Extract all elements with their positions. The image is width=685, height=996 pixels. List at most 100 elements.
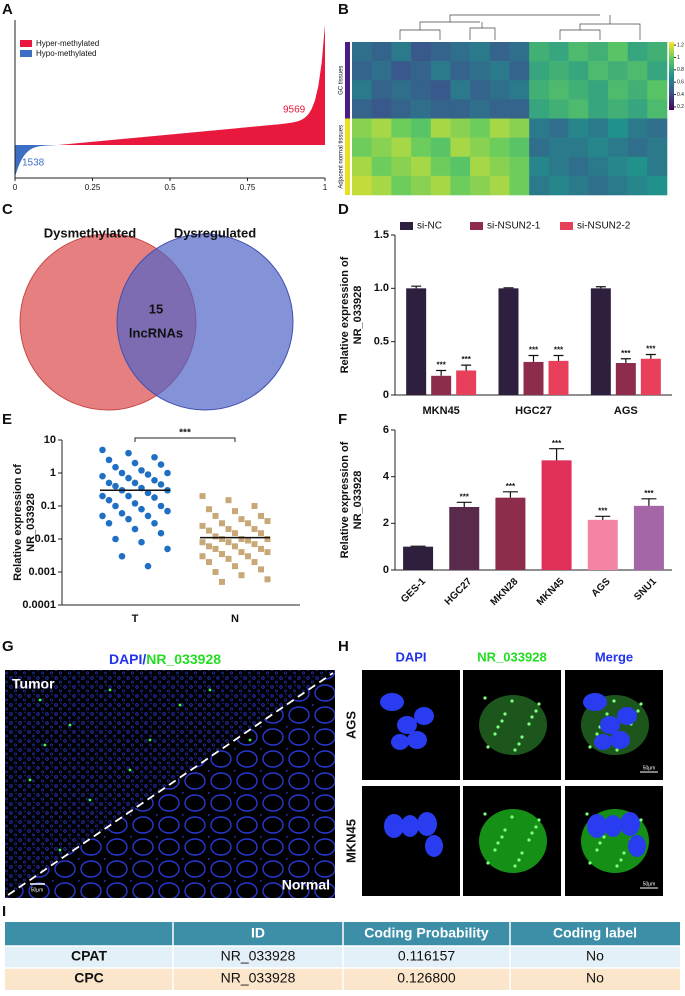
heat-cell [568,156,589,177]
signal-dot [503,828,507,832]
dendrogram [399,14,641,40]
significance: *** [621,349,631,358]
point [258,545,264,552]
colorbar-label: 1.2 [677,42,684,48]
heat-cell [470,42,491,62]
row-label: AGS [343,711,358,740]
signal-dot [537,818,541,822]
heat-cell [588,137,609,158]
heat-cell [391,61,412,81]
legend-swatch [20,50,32,57]
signal-dot [615,748,619,752]
point [99,472,106,480]
point [225,555,232,562]
nucleus [594,734,612,750]
heat-cell [509,80,530,100]
legend-label: Hyper-methylated [36,39,99,48]
y-tick-label: 0.001 [28,566,56,578]
heat-cell [568,175,589,196]
set-label: Dysmethylated [44,225,137,240]
heat-cell [450,80,471,100]
colorbar [669,42,674,110]
table-cell: NR_033928 [221,948,296,964]
column-label: DAPI [395,649,426,664]
heat-cell [411,99,432,119]
signal-dot [534,825,538,829]
point [219,520,225,527]
signal-dot [537,702,541,706]
heat-cell [489,175,510,196]
heat-cell [470,118,491,138]
point [219,578,225,585]
signal-dot [148,738,152,742]
micrograph [362,786,460,896]
image-title: DAPI/NR_033928 [109,651,221,667]
point [232,508,238,515]
point [164,469,171,477]
point [251,526,258,533]
point [144,471,152,478]
y-tick-label: 6 [383,424,389,436]
point [131,500,139,507]
heat-cell [371,175,392,196]
error-bar [456,501,472,507]
heat-cell [450,137,471,158]
heat-cell [588,156,609,177]
point [232,563,238,570]
heat-cell [430,175,451,196]
legend-label: Hypo-methylated [36,49,96,58]
heat-cell [371,42,392,62]
point [99,492,106,500]
signal-dot [43,743,47,747]
point [157,529,165,537]
point [138,505,145,513]
heat-cell [352,42,372,62]
error-bar [436,369,447,376]
signal-dot [513,864,517,868]
point [164,545,171,553]
signal-dot [530,831,534,835]
point [138,538,145,546]
heat-cell [430,80,451,100]
signal-dot [108,688,112,692]
heat-cell [548,118,569,138]
heat-cell [470,137,491,158]
point [99,446,106,454]
heat-cell [627,137,648,158]
heat-cell [489,156,510,177]
point [225,526,232,533]
heat-cell [647,175,668,196]
signal-dot [513,748,517,752]
heat-cell [568,61,589,81]
signal-dot [68,723,72,727]
signal-dot [595,848,599,852]
heat-cell [391,99,412,119]
y-tick-label: 1.5 [374,229,389,241]
heat-cell [352,137,372,158]
bar [640,358,661,395]
point [232,530,238,537]
signal-dot [585,812,589,816]
heat-cell [607,61,628,81]
heat-cell [509,61,530,81]
count-label: 9569 [283,105,306,116]
heat-cell [607,80,628,100]
colorbar-label: 0.6 [677,80,684,86]
heat-cell [568,80,589,100]
error-bar [595,515,611,520]
heat-cell [548,175,569,196]
y-axis-label: NR_033928 [25,493,37,552]
signal-dot [493,848,497,852]
bar [498,288,519,395]
signal-dot [248,738,252,742]
point [258,566,264,573]
point [199,539,206,546]
heat-cell [450,42,471,62]
signal-dot [88,798,92,802]
signal-dot [527,722,531,726]
heat-cell [647,80,668,100]
error-bar [620,358,631,363]
heat-cell [391,42,412,62]
point [131,459,139,467]
signal-dot [486,745,490,749]
